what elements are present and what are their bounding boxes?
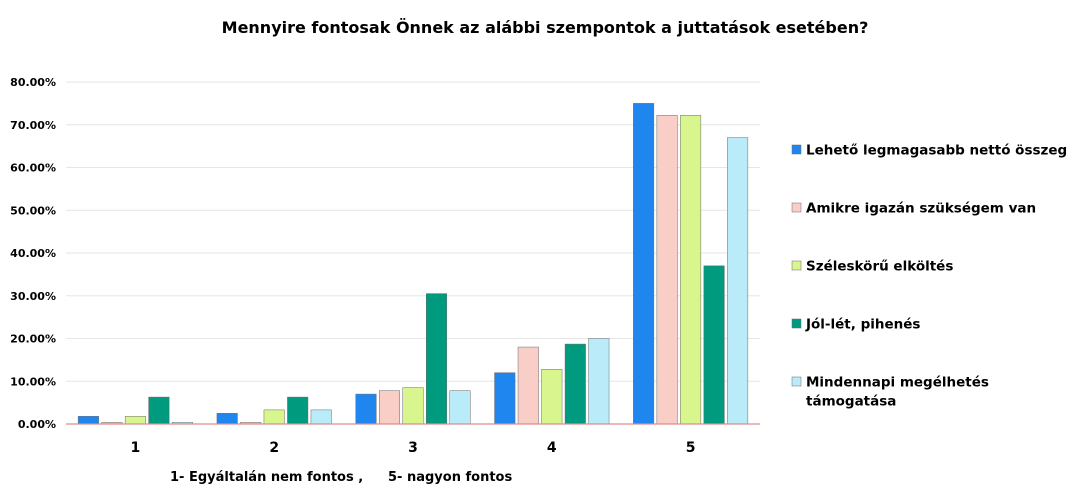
x-axis: 1 2 3 4 5: [131, 440, 696, 456]
legend-label: Széleskörű elköltés: [806, 259, 953, 275]
scale-note-right: 5- nagyon fontos: [388, 470, 512, 485]
chart-title: Mennyire fontosak Önnek az alábbi szempo…: [222, 18, 869, 37]
y-tick-label: 40.00%: [10, 247, 56, 260]
legend-swatch: [791, 318, 802, 329]
scale-note-left: 1- Egyáltalán nem fontos ,: [170, 470, 363, 485]
y-tick-label: 70.00%: [10, 119, 56, 132]
bar: [449, 390, 471, 425]
bar: [263, 409, 285, 425]
legend-label: Jól-lét, pihenés: [805, 317, 920, 333]
legend-label: Lehető legmagasabb nettó összeg: [806, 143, 1067, 159]
y-tick-label: 60.00%: [10, 162, 56, 175]
bar: [517, 346, 539, 425]
bar: [426, 293, 447, 425]
x-tick-label: 5: [686, 440, 696, 456]
bar: [216, 413, 238, 425]
bar: [355, 393, 377, 425]
bar: [564, 343, 586, 425]
y-tick-label: 20.00%: [10, 333, 56, 346]
y-tick-label: 10.00%: [10, 375, 56, 388]
y-tick-label: 80.00%: [10, 76, 56, 89]
x-tick-label: 4: [547, 440, 557, 456]
bars: [77, 103, 749, 425]
x-tick-label: 2: [269, 440, 279, 456]
bar: [727, 137, 749, 425]
bar: [494, 372, 516, 425]
bar: [402, 387, 424, 425]
bar: [124, 416, 146, 425]
x-tick-label: 1: [131, 440, 141, 456]
bar: [148, 396, 170, 425]
legend-swatch: [791, 202, 802, 213]
x-tick-label: 3: [408, 440, 418, 456]
bar: [633, 103, 655, 425]
bar: [703, 265, 725, 425]
legend-label: Mindennapi megélhetés támogatása: [806, 375, 989, 410]
legend-swatch: [791, 144, 802, 155]
legend-swatch: [791, 376, 802, 387]
bar: [541, 369, 563, 425]
bar: [680, 115, 702, 425]
gridlines: [66, 81, 760, 382]
bar: [310, 409, 332, 425]
y-tick-label: 50.00%: [10, 204, 56, 217]
legend-label: Amikre igazán szükségem van: [806, 201, 1036, 217]
y-tick-label: 30.00%: [10, 290, 56, 303]
bar: [588, 338, 610, 425]
bar: [287, 396, 309, 425]
bar: [379, 390, 400, 425]
legend-swatch: [791, 260, 802, 271]
y-tick-label: 0.00%: [18, 418, 56, 431]
bar: [656, 115, 678, 425]
bar: [77, 416, 99, 425]
y-axis: 0.00% 10.00% 20.00% 30.00% 40.00% 50.00% 60.00…: [10, 76, 56, 431]
legend: Lehető legmagasabb nettó összeg Amikre ig…: [791, 143, 1067, 410]
